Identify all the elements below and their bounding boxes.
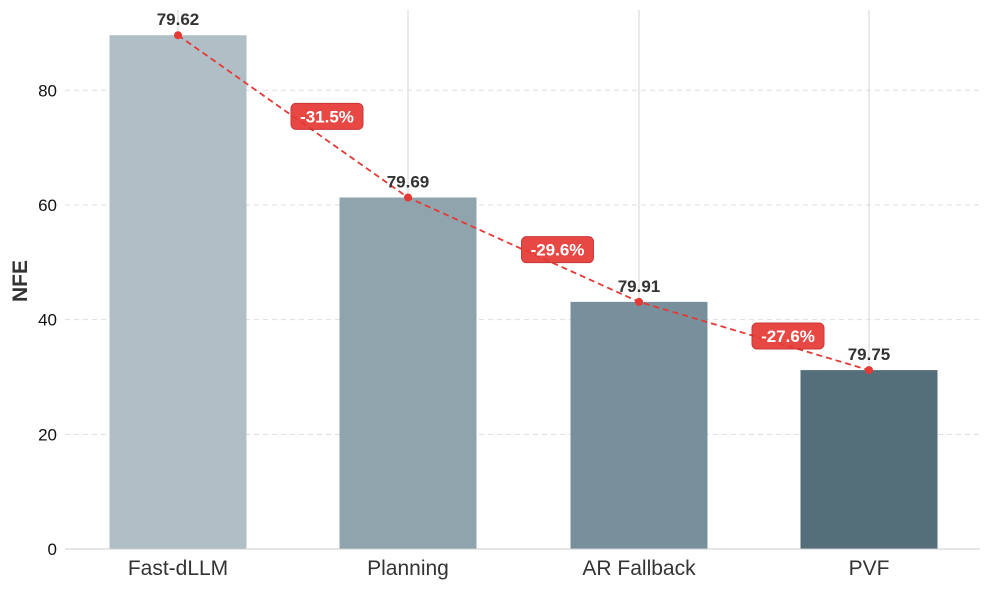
label-layer: 79.62 79.69 79.91 79.75 -31.5% -29.6% -27.6% [157, 10, 891, 364]
y-tick-label: 20 [38, 425, 57, 444]
data-label: 79.69 [387, 173, 430, 192]
reduction-badge: -29.6% [521, 236, 594, 264]
bar [800, 370, 938, 549]
y-tick-label: 60 [38, 196, 57, 215]
reduction-badge: -31.5% [290, 102, 364, 130]
bar [339, 197, 477, 550]
y-tick-label: 80 [38, 81, 57, 100]
reduction-badge-box [521, 236, 594, 264]
data-label: 79.75 [848, 345, 891, 364]
y-axis-label: NFE [9, 260, 32, 302]
trend-point [635, 297, 643, 306]
x-tick-label: Planning [367, 557, 449, 580]
y-tick-label: 0 [48, 540, 57, 559]
bar-layer [109, 35, 938, 550]
reduction-label: -27.6% [761, 327, 815, 346]
data-label: 79.91 [618, 277, 661, 296]
reduction-badge-box [751, 322, 825, 350]
x-tick-label: PVF [849, 557, 890, 580]
x-tick-label: AR Fallback [582, 557, 696, 580]
data-label: 79.62 [157, 10, 200, 29]
bar [570, 301, 708, 549]
reduction-badge-box [290, 102, 364, 130]
x-tick-label: Fast-dLLM [128, 557, 228, 580]
bar [109, 35, 247, 549]
reduction-label: -29.6% [531, 241, 585, 260]
axis-layer: 0 20 40 60 80 Fast-dLLM Planning AR Fallback PVF [38, 81, 980, 580]
trend-point [865, 366, 873, 375]
trend-point [174, 31, 182, 40]
trend-point [404, 193, 412, 202]
reduction-badge: -27.6% [751, 322, 825, 350]
reduction-label: -31.5% [300, 107, 354, 126]
y-tick-label: 40 [38, 311, 57, 330]
